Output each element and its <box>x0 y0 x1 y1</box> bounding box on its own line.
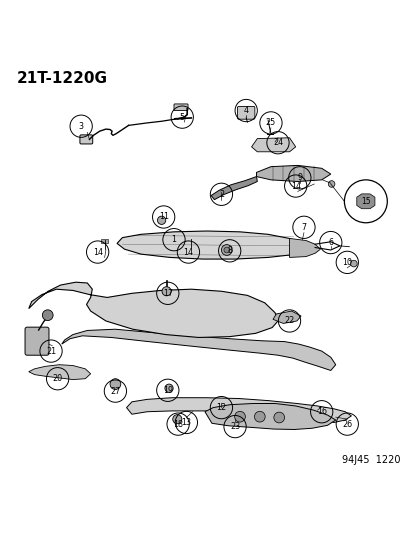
Polygon shape <box>356 194 374 209</box>
Text: 22: 22 <box>284 317 294 326</box>
Text: 3: 3 <box>78 122 83 131</box>
Text: 1: 1 <box>171 235 176 244</box>
Circle shape <box>161 287 171 296</box>
Circle shape <box>328 181 334 187</box>
Text: 5: 5 <box>179 112 184 122</box>
Text: 12: 12 <box>216 403 226 412</box>
Polygon shape <box>272 311 300 324</box>
Polygon shape <box>211 176 257 200</box>
Bar <box>187 238 195 241</box>
Text: 9: 9 <box>297 173 301 182</box>
Bar <box>101 239 108 243</box>
Circle shape <box>223 247 229 253</box>
Circle shape <box>157 216 165 224</box>
Text: 20: 20 <box>52 374 62 383</box>
Circle shape <box>110 379 121 390</box>
Text: 19: 19 <box>162 386 173 395</box>
Text: 4: 4 <box>243 106 248 115</box>
Polygon shape <box>204 403 335 430</box>
Circle shape <box>42 310 53 320</box>
Text: 7: 7 <box>301 223 306 232</box>
Circle shape <box>172 415 181 424</box>
Polygon shape <box>117 231 304 259</box>
Text: 21T-1220G: 21T-1220G <box>17 70 108 85</box>
Polygon shape <box>28 365 90 379</box>
Circle shape <box>221 245 232 255</box>
Text: 14: 14 <box>93 247 102 256</box>
FancyBboxPatch shape <box>173 104 188 110</box>
Text: 23: 23 <box>230 422 240 431</box>
Text: 11: 11 <box>158 213 168 222</box>
Text: 13: 13 <box>181 418 191 427</box>
Text: 21: 21 <box>46 346 56 356</box>
Polygon shape <box>62 329 335 370</box>
Text: 18: 18 <box>173 419 183 429</box>
Text: 26: 26 <box>342 419 351 429</box>
Text: 24: 24 <box>272 138 282 147</box>
FancyBboxPatch shape <box>237 107 254 119</box>
FancyBboxPatch shape <box>80 135 93 144</box>
Circle shape <box>254 411 265 422</box>
Text: 25: 25 <box>265 118 275 127</box>
Polygon shape <box>28 282 277 337</box>
Polygon shape <box>251 138 295 152</box>
FancyBboxPatch shape <box>25 327 49 355</box>
Text: 6: 6 <box>328 238 332 247</box>
Circle shape <box>234 411 245 422</box>
Text: 94J45  1220: 94J45 1220 <box>342 455 400 465</box>
Text: 27: 27 <box>110 386 120 395</box>
Polygon shape <box>289 238 320 257</box>
Text: 16: 16 <box>316 407 326 416</box>
Circle shape <box>273 412 284 423</box>
Polygon shape <box>256 165 330 182</box>
Text: 10: 10 <box>342 258 351 267</box>
Text: 17: 17 <box>162 289 173 298</box>
Text: 8: 8 <box>227 246 232 255</box>
Text: 14: 14 <box>183 247 193 256</box>
Circle shape <box>350 260 356 267</box>
Circle shape <box>164 384 173 392</box>
Polygon shape <box>126 398 351 423</box>
Text: 2: 2 <box>218 190 223 199</box>
Text: 15: 15 <box>360 197 370 206</box>
Text: 14: 14 <box>290 182 300 190</box>
